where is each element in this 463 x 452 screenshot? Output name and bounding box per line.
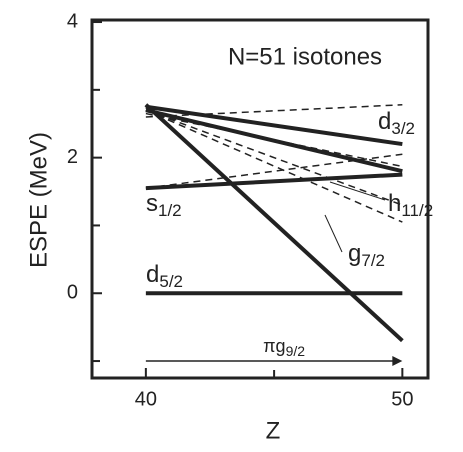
dashed-line (145, 104, 403, 118)
dashed-line (145, 109, 403, 206)
series-label: g7/2 (348, 240, 385, 270)
series-label-main: g (348, 240, 361, 267)
series-label: d3/2 (378, 108, 415, 138)
chart-title: N=51 isotones (228, 43, 382, 70)
plot-frame (90, 18, 430, 380)
y-axis-label: ESPE (MeV) (25, 132, 52, 268)
dashed-line (145, 112, 403, 168)
series-label-sub: 11/2 (401, 201, 433, 220)
line (145, 108, 403, 174)
annotation-sub: 9/2 (286, 343, 306, 359)
y-tick-label: 4 (67, 10, 78, 32)
y-tick-label: 0 (67, 282, 78, 304)
annotation-main: πg (263, 336, 285, 356)
series-label: s1/2 (146, 190, 182, 220)
leader-line (329, 181, 386, 201)
annotation: πg9/2 (263, 336, 305, 359)
series-label-main: s (146, 190, 158, 217)
line (144, 103, 404, 343)
series-label-main: h (388, 190, 401, 217)
x-tick-label: 40 (135, 388, 157, 410)
series-label-sub: 5/2 (159, 272, 183, 291)
leader-line (324, 214, 343, 253)
series-label: h11/2 (388, 190, 433, 220)
y-tick-label: 2 (67, 146, 78, 168)
series-label-sub: 7/2 (361, 251, 385, 270)
series-label-main: d (146, 261, 159, 288)
x-tick-label: 50 (391, 388, 413, 410)
series-label-sub: 1/2 (158, 201, 182, 220)
annotation-arrowhead (392, 356, 403, 367)
dashed-line (145, 109, 403, 223)
series-label: d5/2 (146, 261, 183, 291)
series-label-sub: 3/2 (391, 119, 415, 138)
x-axis-label: Z (266, 417, 281, 444)
series-label-main: d (378, 108, 391, 135)
line (145, 172, 403, 191)
line (145, 104, 403, 147)
